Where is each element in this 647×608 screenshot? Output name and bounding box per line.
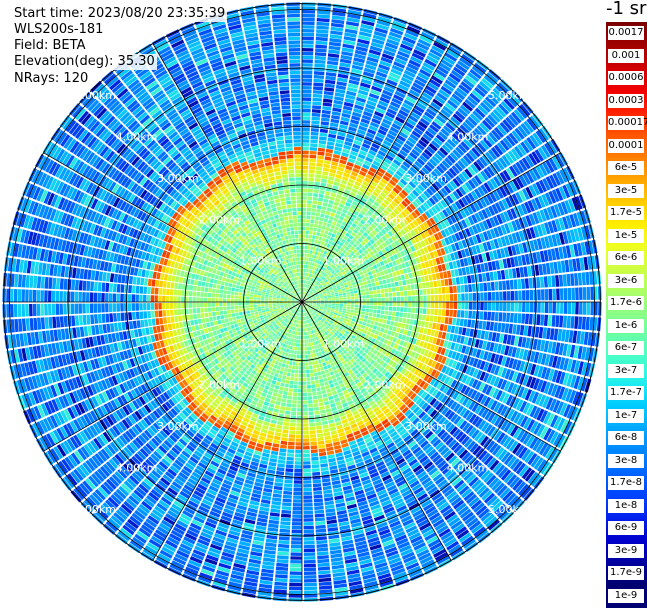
- range-ring-label: 4.00km: [447, 462, 489, 475]
- range-ring-label: 3.00km: [157, 420, 199, 433]
- nrays-label: NRays: 120: [12, 71, 90, 87]
- range-ring-label: 1.00km: [323, 337, 365, 350]
- colorbar-tick-label: 1.7e-7: [608, 386, 644, 400]
- colorbar-tick-label: 1e-8: [608, 499, 644, 513]
- colorbar-tick-label: 0.0006: [608, 71, 644, 85]
- range-ring-label: 4.00km: [116, 131, 158, 144]
- colorbar-tick-label: 6e-6: [608, 251, 644, 265]
- instrument-label: WLS200s-181: [12, 22, 105, 38]
- range-ring-label: 3.00km: [405, 420, 447, 433]
- colorbar-tick-label: 1e-7: [608, 409, 644, 423]
- colorbar-tick-label: 0.0017: [608, 26, 644, 40]
- colorbar-tick-label: 6e-7: [608, 341, 644, 355]
- colorbar: 0.0017 0.001 0.0006 0.0003 0.00017 0.0001 6e-5…: [606, 22, 647, 607]
- range-ring-label: 5.00km: [488, 503, 530, 516]
- colorbar-tick-label: 6e-8: [608, 431, 644, 445]
- range-ring-label: 2.00km: [199, 379, 241, 392]
- colorbar-tick-label: 3e-8: [608, 454, 644, 468]
- range-ring-label: 5.00km: [488, 89, 530, 102]
- colorbar-tick-label: 6e-9: [608, 521, 644, 535]
- range-ring-label: 2.00km: [364, 379, 406, 392]
- range-ring-label: 4.00km: [447, 131, 489, 144]
- range-ring-label: 5.00km: [74, 89, 116, 102]
- colorbar-title: -1 sr: [606, 0, 646, 19]
- colorbar-tick-label: 3e-9: [608, 544, 644, 558]
- start-time-label: Start time: 2023/08/20 23:35:39: [12, 6, 227, 22]
- range-ring-label: 3.00km: [157, 172, 199, 185]
- colorbar-tick-label: 1e-9: [608, 589, 644, 603]
- colorbar-tick-label: 0.00017: [608, 116, 644, 130]
- range-ring-label: 5.00km: [74, 503, 116, 516]
- colorbar-tick-label: 3e-7: [608, 364, 644, 378]
- elevation-label: Elevation(deg): 35.30: [12, 54, 157, 70]
- colorbar-tick-label: 3e-5: [608, 184, 644, 198]
- colorbar-tick-label: 1e-5: [608, 229, 644, 243]
- colorbar-tick-label: 1.7e-5: [608, 206, 644, 220]
- range-ring-label: 1.00km: [323, 255, 365, 268]
- range-ring-label: 2.00km: [199, 213, 241, 226]
- field-label: Field: BETA: [12, 38, 87, 54]
- ppi-scan-plot: 1.00km 1.00km 1.00km 1.00km 2.00km 2.00km 2.00…: [0, 0, 606, 607]
- colorbar-tick-label: 0.001: [608, 49, 644, 63]
- colorbar-tick-label: 3e-6: [608, 274, 644, 288]
- range-ring-label: 2.00km: [364, 213, 406, 226]
- range-ring-label: 1.00km: [240, 337, 282, 350]
- colorbar-tick-label: 1.7e-9: [608, 566, 644, 580]
- colorbar-tick-label: 0.0003: [608, 94, 644, 108]
- colorbar-tick-label: 1e-6: [608, 319, 644, 333]
- colorbar-tick-label: 6e-5: [608, 161, 644, 175]
- range-ring-label: 1.00km: [240, 255, 282, 268]
- range-ring-label: 4.00km: [116, 462, 158, 475]
- colorbar-tick-label: 1.7e-6: [608, 296, 644, 310]
- colorbar-tick-label: 0.0001: [608, 139, 644, 153]
- range-ring-label: 3.00km: [405, 172, 447, 185]
- colorbar-tick-label: 1.7e-8: [608, 476, 644, 490]
